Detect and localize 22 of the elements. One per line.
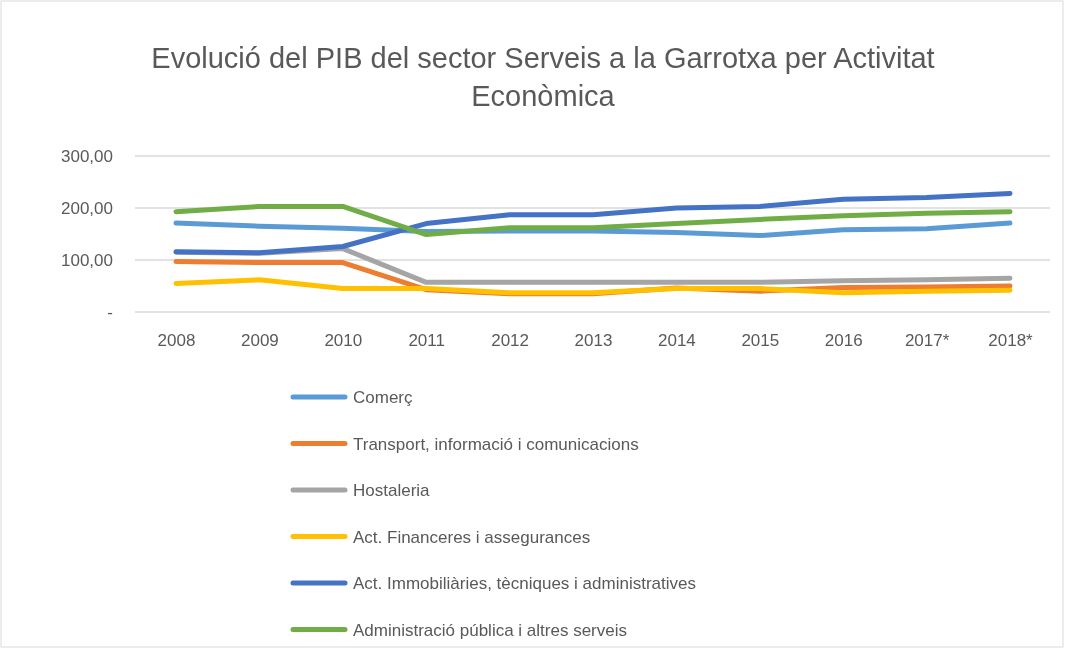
legend-label: Administració pública i altres serveis xyxy=(353,620,627,640)
x-tick-label: 2008 xyxy=(157,331,196,351)
y-tick-label: 200,00 xyxy=(61,198,113,218)
legend-label: Act. Financeres i assegurances xyxy=(353,527,591,547)
x-tick-label: 2016 xyxy=(824,331,863,351)
x-tick-label: 2012 xyxy=(491,331,530,351)
x-tick-label: 2014 xyxy=(657,331,696,351)
x-tick-label: 2010 xyxy=(324,331,363,351)
y-tick-label: 100,00 xyxy=(61,250,113,270)
x-tick-label: 2013 xyxy=(574,331,613,351)
legend-label: Transport, informació i comunicacions xyxy=(353,434,639,454)
y-tick-label: - xyxy=(107,302,113,322)
y-tick-label: 300,00 xyxy=(61,146,113,166)
legend-label: Hostaleria xyxy=(353,481,431,500)
x-tick-label: 2018* xyxy=(988,331,1034,351)
x-tick-label: 2009 xyxy=(240,331,279,351)
chart-title: Evolució del PIB del sector Serveis a la Garrotxa per Activitat Econòmica xyxy=(151,42,935,112)
legend-label: Comerç xyxy=(353,388,414,407)
legend-label: Act. Immobiliàries, tècniques i administratives xyxy=(353,574,696,593)
x-tick-label: 2017* xyxy=(904,331,950,351)
x-tick-label: 2015 xyxy=(741,331,780,351)
x-tick-label: 2011 xyxy=(408,331,445,351)
